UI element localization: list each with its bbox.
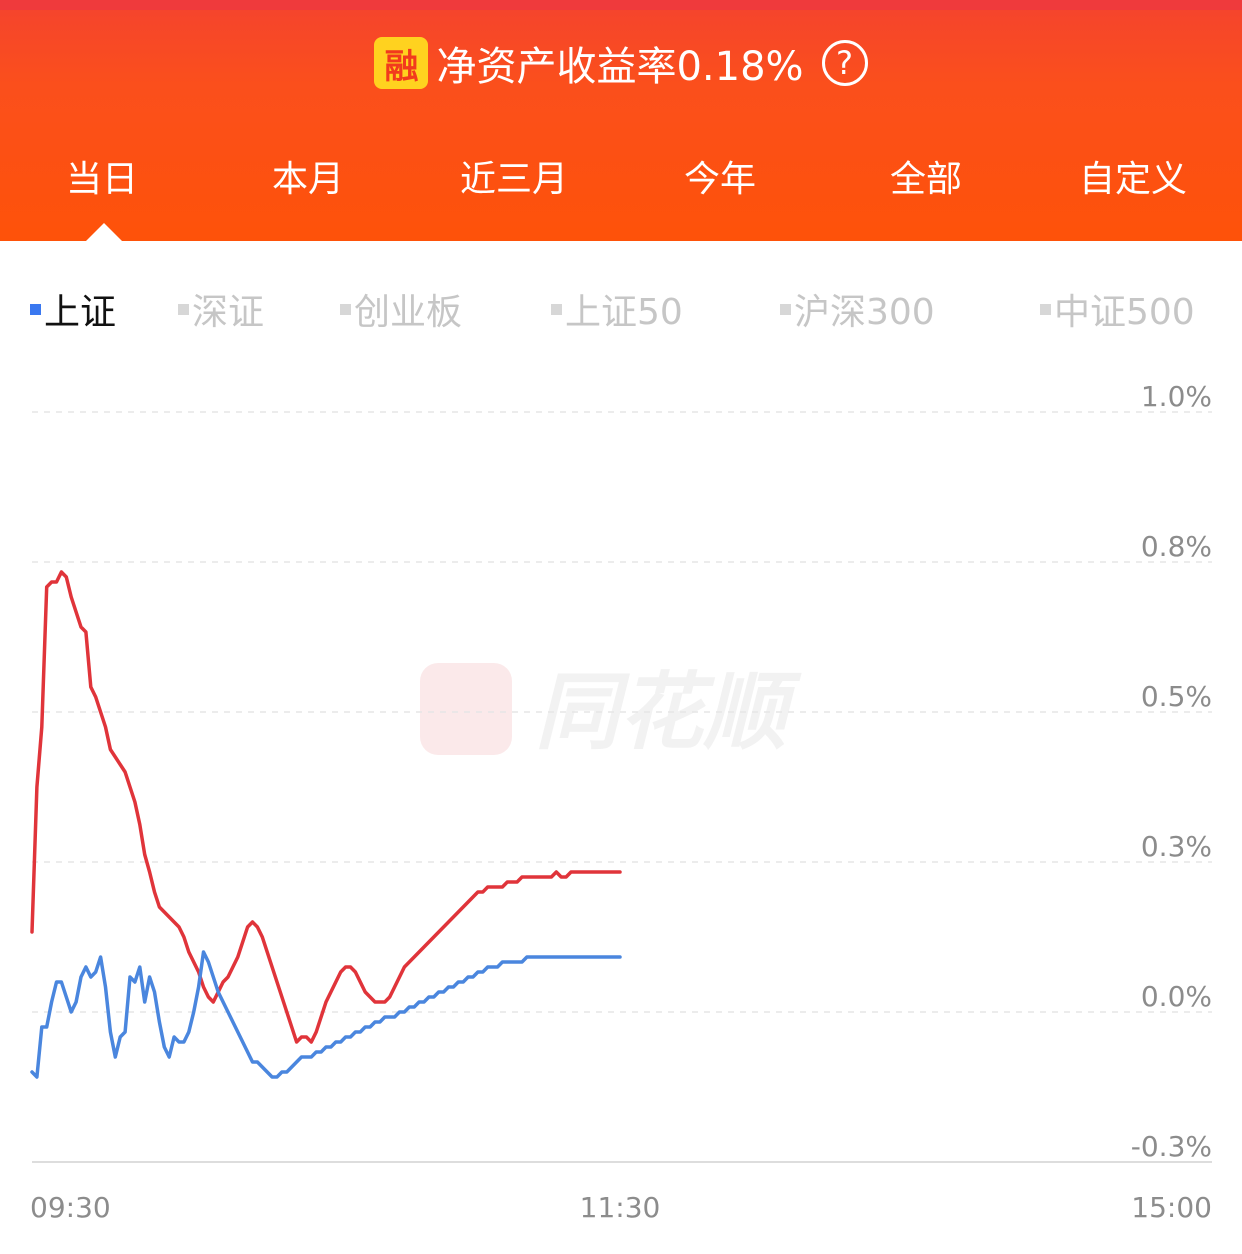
watermark-text: 同花顺 [535, 663, 802, 755]
tab-month[interactable]: 本月 [271, 159, 345, 200]
help-icon[interactable]: ? [821, 40, 868, 86]
y-tick-label: -0.3% [1131, 1130, 1212, 1163]
y-tick-label: 0.0% [1141, 980, 1212, 1013]
index-selector: 上证 深证 创业板 上证50 沪深300 中证500 [0, 283, 1242, 333]
index-sse50[interactable]: 上证50 [551, 283, 683, 335]
tab-this-year[interactable]: 今年 [683, 159, 757, 200]
legend-square-icon [1040, 303, 1051, 315]
index-label: 上证 [44, 292, 117, 333]
legend-square-icon [340, 303, 351, 315]
y-tick-label: 1.0% [1141, 380, 1212, 413]
x-tick-label: 09:30 [30, 1191, 111, 1224]
y-tick-label: 0.5% [1141, 680, 1212, 713]
tab-today[interactable]: 当日 [65, 159, 139, 200]
index-shanghai[interactable]: 上证 [30, 283, 116, 335]
period-tabs: 当日 本月 近三月 今年 全部 自定义 [0, 150, 1242, 212]
series-line-index [30, 950, 622, 1079]
index-shenzhen[interactable]: 深证 [178, 283, 264, 335]
watermark-logo: 同花顺 [420, 663, 802, 755]
y-tick-label: 0.3% [1141, 830, 1212, 863]
x-tick-label: 15:00 [1131, 1191, 1212, 1224]
tab-custom[interactable]: 自定义 [1078, 159, 1188, 200]
series-line-return [30, 570, 622, 1044]
x-tick-label: 11:30 [580, 1191, 661, 1224]
active-tab-indicator [86, 223, 122, 241]
tab-all[interactable]: 全部 [889, 159, 963, 200]
header: 融 净资产收益率0.18% ? 当日 本月 近三月 今年 全部 自定义 [0, 0, 1242, 241]
margin-badge-icon: 融 [374, 37, 429, 89]
return-chart[interactable]: 1.0% 0.8% 0.5% 0.3% 0.0% -0.3% 09:30 11:30 15:00 [0, 360, 1242, 1254]
tab-three-months[interactable]: 近三月 [459, 159, 569, 200]
legend-square-icon [551, 303, 562, 315]
index-chinext[interactable]: 创业板 [340, 283, 462, 335]
y-tick-label: 0.8% [1141, 530, 1212, 563]
title-row: 融 净资产收益率0.18% ? [0, 34, 1242, 92]
index-label: 深证 [192, 292, 265, 333]
index-label: 沪深300 [794, 292, 935, 333]
page-title: 净资产收益率0.18% [436, 44, 804, 90]
legend-square-icon [780, 303, 791, 315]
index-label: 中证500 [1054, 292, 1195, 333]
watermark-logo-icon [420, 663, 512, 755]
status-bar-strip [0, 0, 1242, 10]
index-label: 创业板 [354, 292, 463, 333]
index-csi500[interactable]: 中证500 [1040, 283, 1195, 335]
index-label: 上证50 [565, 292, 683, 333]
index-csi300[interactable]: 沪深300 [780, 283, 935, 335]
legend-square-icon [178, 303, 189, 315]
legend-square-icon [30, 303, 41, 315]
